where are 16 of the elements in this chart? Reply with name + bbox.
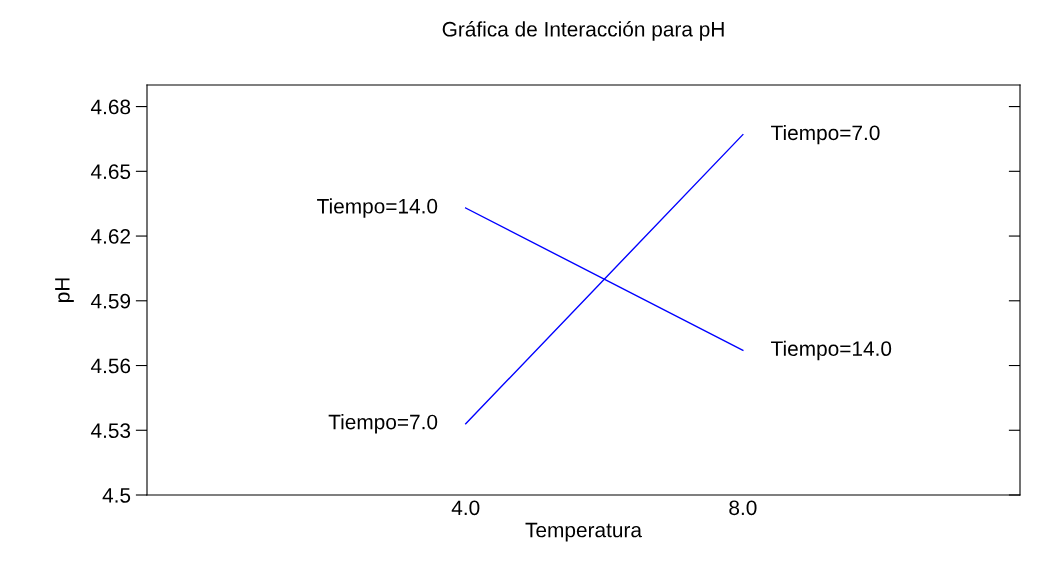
y-tick-label: 4.56	[90, 358, 131, 374]
x-tick-label: 8.0	[729, 500, 757, 516]
x-tick-label: 4.0	[451, 500, 480, 516]
text: Tiempo=14.0	[317, 198, 438, 218]
y-tick-label: 4.53	[90, 423, 131, 439]
y-tick-label: 4.68	[90, 99, 131, 115]
y-tick-label: 4.62	[90, 229, 130, 244]
y-tick-label: 4.5	[102, 488, 131, 503]
x-axis-title: Temperatura	[525, 522, 642, 542]
text: Tiempo=7.0	[328, 414, 438, 434]
y-tick-label: 4.59	[90, 293, 131, 309]
chart-title: Gráfica de Interacción para pH	[442, 21, 724, 41]
y-tick-label: 4.65	[90, 164, 131, 180]
series-label: Tiempo=7.0	[771, 124, 880, 145]
y-axis-title: pH	[55, 278, 74, 302]
series-label: Tiempo=14.0	[771, 340, 892, 361]
